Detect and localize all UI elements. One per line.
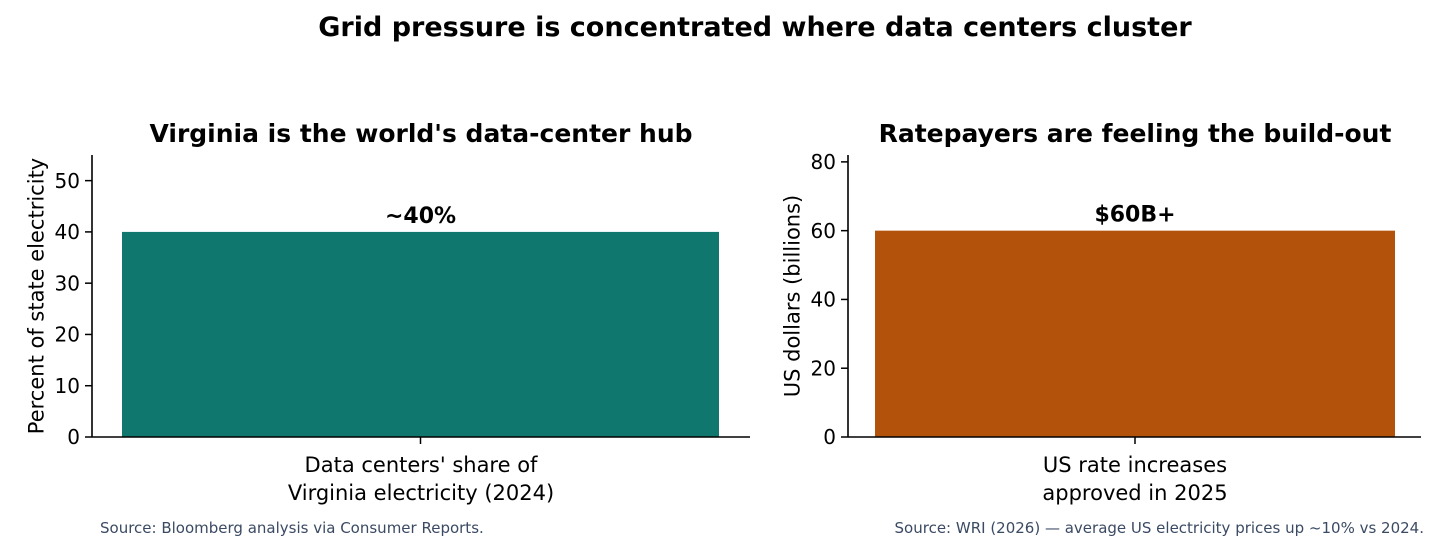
data-label: ~40%: [385, 204, 456, 229]
x-tick-label: US rate increases: [1043, 453, 1227, 477]
source-note: Source: WRI (2026) — average US electric…: [895, 519, 1424, 537]
y-tick-label: 60: [811, 219, 836, 243]
figure-title: Grid pressure is concentrated where data…: [318, 12, 1192, 43]
x-tick-label: approved in 2025: [1042, 481, 1227, 505]
data-label: $60B+: [1094, 203, 1175, 228]
y-axis-label: Percent of state electricity: [24, 158, 48, 434]
y-tick-label: 80: [811, 150, 836, 174]
x-tick-label: Virginia electricity (2024): [288, 481, 554, 505]
y-tick-label: 10: [55, 374, 80, 398]
y-tick-label: 40: [55, 220, 80, 244]
chart-panel-2: Ratepayers are feeling the build-out US d…: [780, 119, 1424, 537]
y-tick-label: 0: [823, 425, 836, 449]
x-tick-label: Data centers' share of: [305, 453, 539, 477]
bar: [875, 230, 1395, 437]
y-tick-label: 50: [55, 169, 80, 193]
y-tick-label: 20: [811, 356, 836, 380]
y-tick-label: 0: [67, 425, 80, 449]
y-tick-label: 20: [55, 323, 80, 347]
y-axis-label: US dollars (billions): [780, 195, 804, 398]
y-tick-label: 30: [55, 271, 80, 295]
chart-title: Virginia is the world's data-center hub: [149, 119, 692, 148]
y-tick-label: 40: [811, 288, 836, 312]
bar: [122, 231, 719, 437]
chart-title: Ratepayers are feeling the build-out: [879, 119, 1392, 148]
source-note: Source: Bloomberg analysis via Consumer …: [100, 519, 484, 537]
chart-panel-1: Virginia is the world's data-center hub P…: [24, 119, 750, 537]
